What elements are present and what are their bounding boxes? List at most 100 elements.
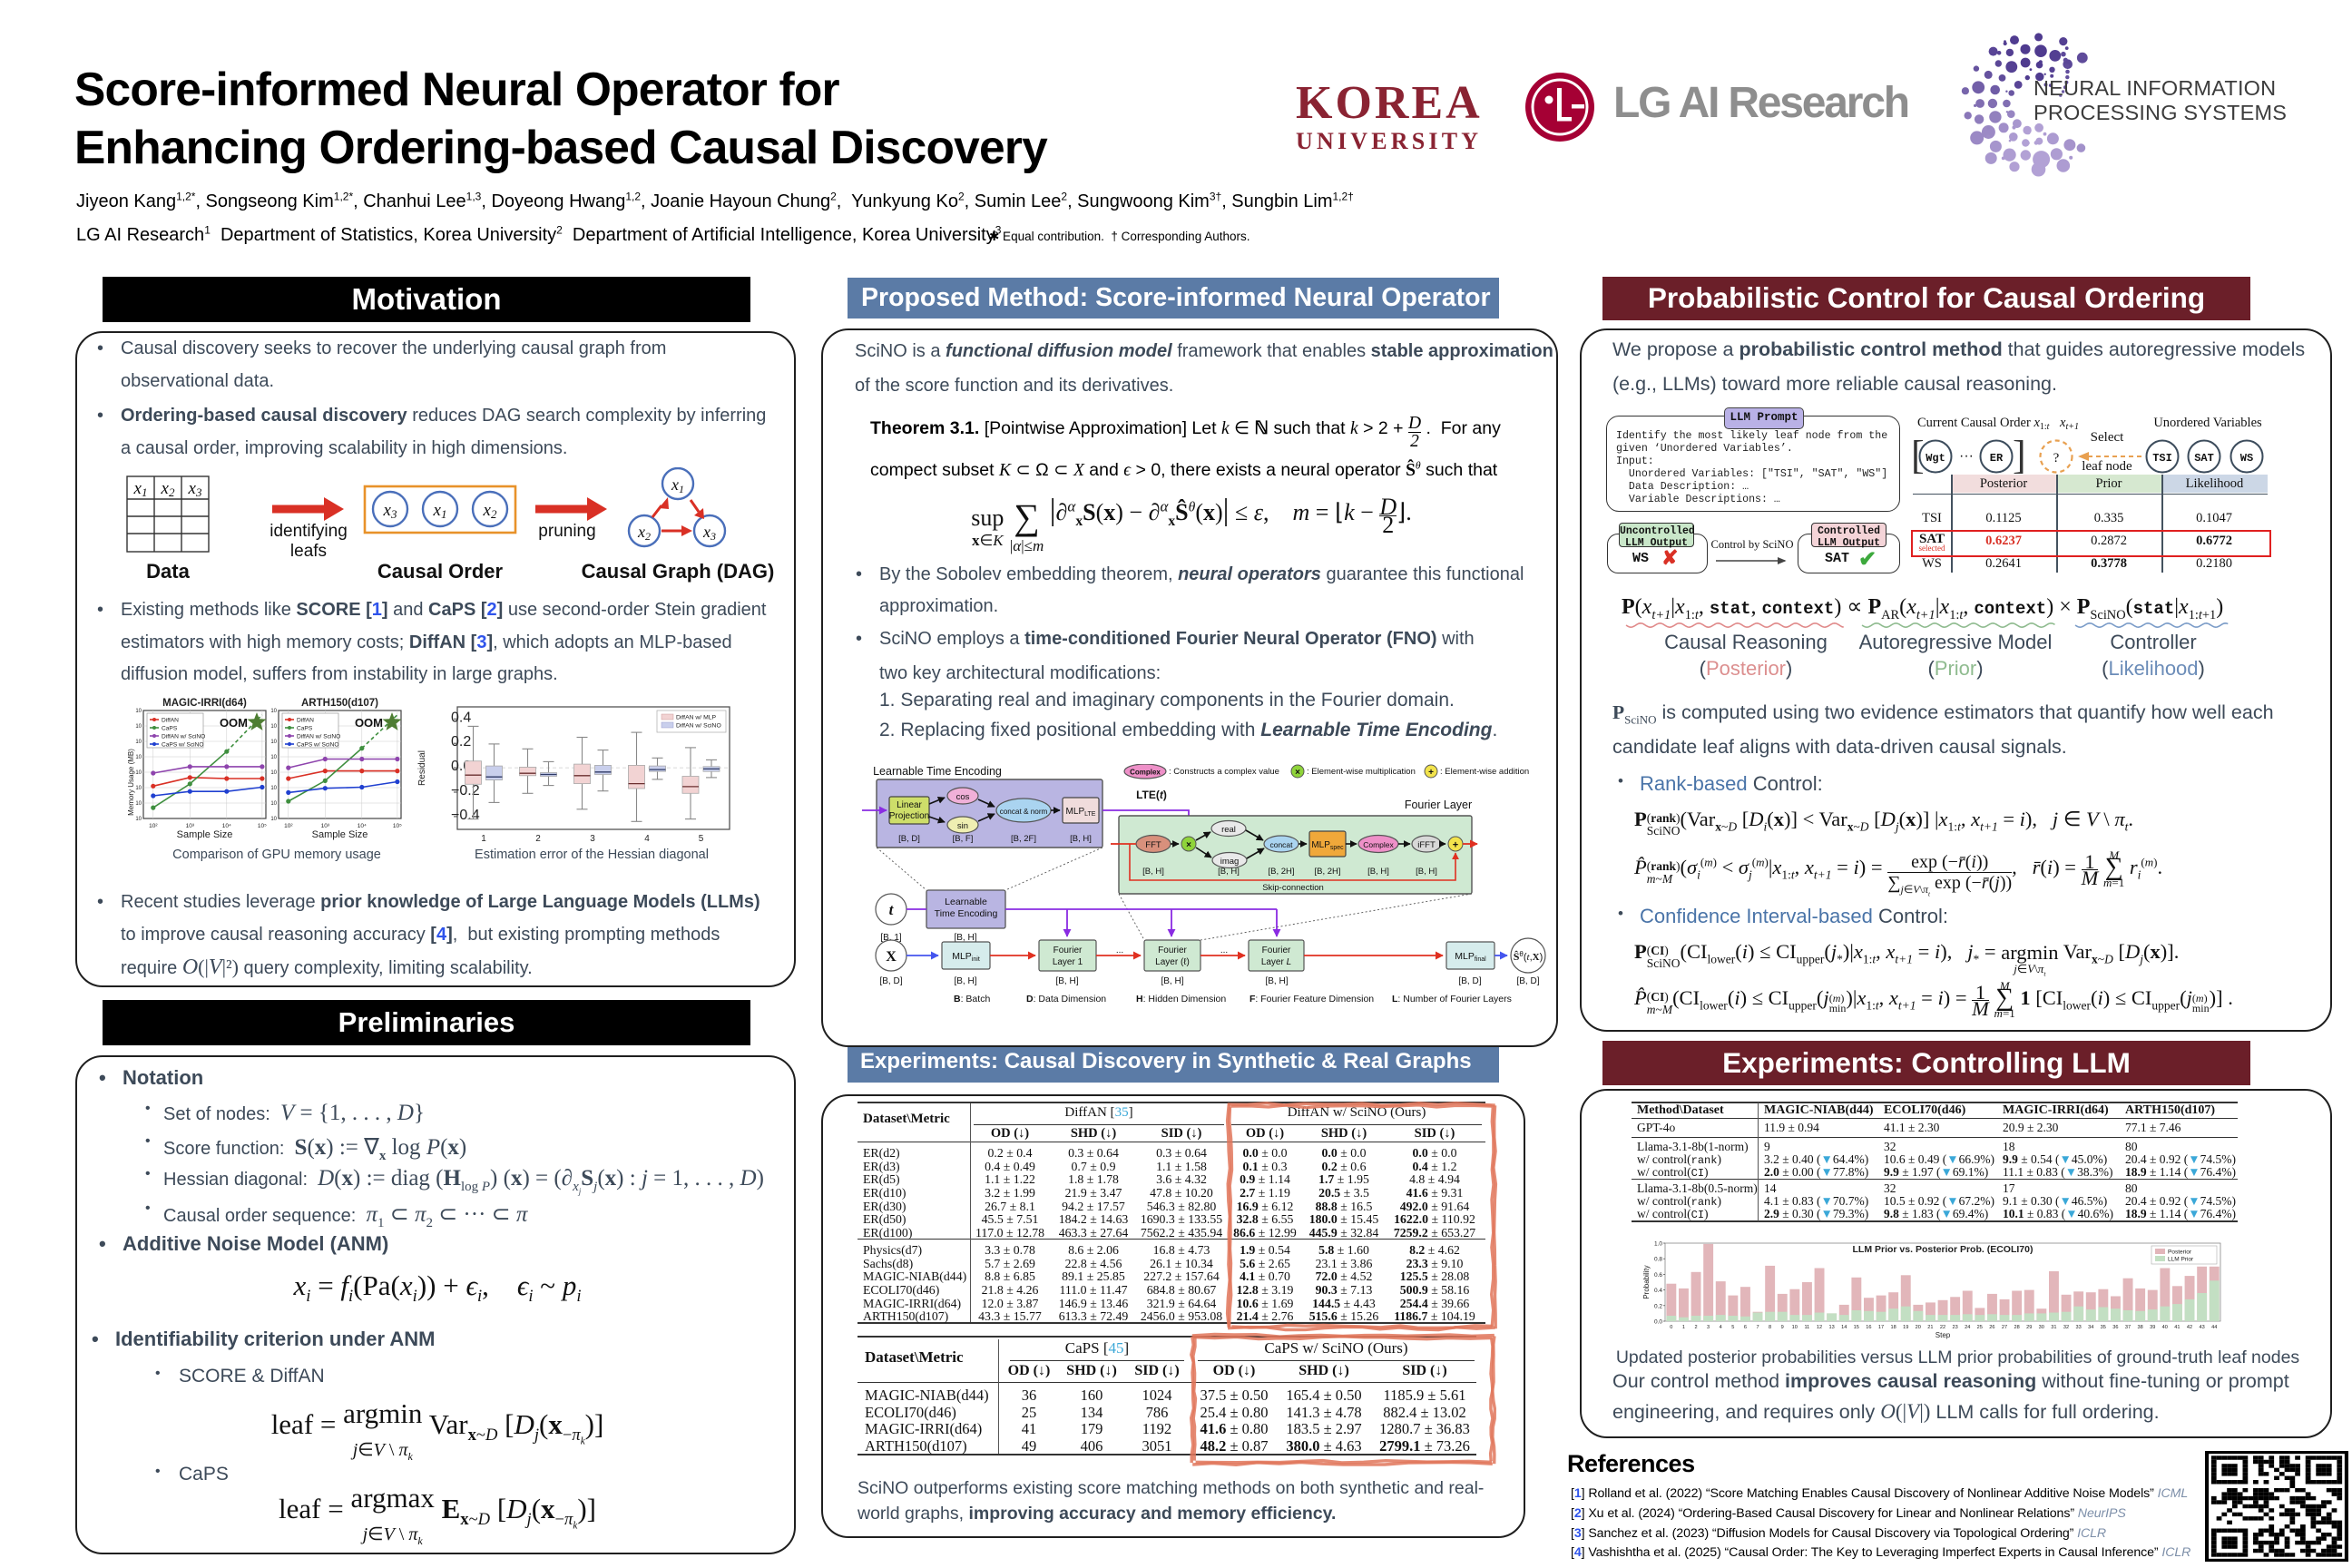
svg-text:DiffAN w/ SciNO: DiffAN w/ SciNO: [162, 734, 205, 740]
svg-text:Residual: Residual: [417, 750, 427, 786]
svg-text:0.0: 0.0: [1654, 1319, 1662, 1326]
svg-text:×: ×: [1186, 840, 1191, 850]
svg-text:10⁵: 10⁵: [393, 823, 402, 829]
svg-text:10³: 10³: [321, 823, 330, 829]
svg-text:[B, H]: [B, H]: [1367, 867, 1389, 877]
svg-text:10²: 10²: [284, 823, 293, 829]
svg-text:18: 18: [1890, 1325, 1896, 1330]
svg-text:0: 0: [1670, 1325, 1672, 1330]
svg-text:+: +: [1453, 840, 1458, 851]
svg-text:Fourier: Fourier: [1158, 946, 1187, 956]
svg-text:13: 13: [1828, 1325, 1834, 1330]
svg-text:27: 27: [2002, 1325, 2007, 1330]
svg-text:x2: x2: [161, 479, 175, 499]
svg-text:MAGIC-IRRI(d64): MAGIC-IRRI(d64): [162, 698, 247, 709]
svg-text:14: 14: [1841, 1325, 1847, 1330]
svg-text:43: 43: [2199, 1325, 2204, 1330]
svg-text:H: Hidden Dimension: H: Hidden Dimension: [1136, 994, 1226, 1004]
svg-text:[B, H]: [B, H]: [954, 976, 976, 986]
svg-text:Sample Size: Sample Size: [177, 829, 233, 840]
svg-text:10: 10: [135, 709, 142, 714]
svg-text:imag: imag: [1220, 857, 1240, 867]
svg-text:...: ...: [1116, 946, 1123, 956]
svg-text:10: 10: [270, 817, 277, 822]
svg-text:10: 10: [270, 709, 277, 714]
svg-text:Probability: Probability: [1642, 1265, 1651, 1298]
svg-text:0.4: 0.4: [1654, 1288, 1662, 1294]
svg-text:25: 25: [1977, 1325, 1983, 1330]
svg-text:31: 31: [2051, 1325, 2056, 1330]
svg-text:×: ×: [1295, 768, 1300, 778]
svg-text:?: ?: [2053, 451, 2060, 466]
svg-text:sin: sin: [957, 821, 968, 831]
svg-text:concat: concat: [1269, 840, 1293, 849]
svg-text:4: 4: [1720, 1325, 1722, 1330]
svg-text:t: t: [889, 901, 895, 918]
svg-text:34: 34: [2088, 1325, 2093, 1330]
svg-text:Step: Step: [1936, 1331, 1951, 1339]
svg-text:[B, D]: [B, D]: [1516, 976, 1539, 986]
svg-text:[B, H]: [B, H]: [1416, 867, 1437, 877]
svg-text:23: 23: [1952, 1325, 1957, 1330]
svg-text:10: 10: [270, 755, 277, 760]
svg-text:10⁵: 10⁵: [258, 823, 267, 829]
svg-text:LLM Prior: LLM Prior: [2168, 1257, 2194, 1263]
svg-text:8: 8: [1769, 1325, 1771, 1330]
svg-text:CaPS w/ SciNO: CaPS w/ SciNO: [297, 742, 339, 749]
svg-text:Causal Graph (DAG): Causal Graph (DAG): [582, 560, 775, 583]
svg-text:DiffAN w/ SciNO: DiffAN w/ SciNO: [676, 723, 721, 730]
svg-text:[B, D]: [B, D]: [1458, 976, 1481, 986]
svg-text:DiffAN: DiffAN: [162, 718, 179, 724]
svg-text:9: 9: [1781, 1325, 1784, 1330]
svg-text:19: 19: [1903, 1325, 1908, 1330]
svg-text:Learnable: Learnable: [945, 897, 987, 907]
svg-text:D: Data Dimension: D: Data Dimension: [1026, 994, 1106, 1004]
svg-text:30: 30: [2039, 1325, 2044, 1330]
svg-text:[B, H]: [B, H]: [1142, 867, 1164, 877]
svg-text:Causal Order: Causal Order: [377, 560, 504, 583]
svg-text:: Element-wise addition: : Element-wise addition: [1440, 767, 1529, 777]
svg-text:[B, H]: [B, H]: [1265, 976, 1288, 986]
svg-text:10³: 10³: [186, 823, 195, 829]
svg-text:10: 10: [135, 740, 142, 745]
svg-text:10: 10: [135, 770, 142, 776]
svg-text:Sample Size: Sample Size: [312, 829, 368, 840]
svg-text:Skip-connection: Skip-connection: [1262, 883, 1324, 893]
svg-text:39: 39: [2150, 1325, 2155, 1330]
svg-text:2: 2: [535, 834, 541, 844]
svg-text:Wgt: Wgt: [1926, 452, 1945, 465]
svg-text:x3: x3: [188, 479, 202, 499]
svg-text:B: Batch: B: Batch: [954, 994, 990, 1004]
svg-text:Data: Data: [146, 560, 190, 583]
svg-text:DiffAN: DiffAN: [297, 718, 314, 724]
svg-text:OOM: OOM: [355, 716, 383, 730]
svg-text:0.6: 0.6: [1654, 1272, 1662, 1279]
svg-text:LTE(t): LTE(t): [1136, 789, 1167, 801]
svg-text:[B, 1]: [B, 1]: [880, 933, 902, 943]
svg-text:[B, F]: [B, F]: [953, 834, 974, 844]
svg-text:36: 36: [2112, 1325, 2118, 1330]
svg-text:Fourier Layer: Fourier Layer: [1405, 799, 1472, 811]
svg-text:[B, D]: [B, D]: [898, 834, 920, 844]
svg-text:CaPS: CaPS: [162, 726, 178, 732]
svg-text:10: 10: [270, 786, 277, 791]
svg-text:4: 4: [644, 834, 650, 844]
svg-text:10⁴: 10⁴: [358, 823, 367, 829]
svg-text:pruning: pruning: [538, 522, 595, 541]
svg-text:3: 3: [1707, 1325, 1710, 1330]
svg-text:leafs: leafs: [290, 542, 327, 561]
svg-text:10: 10: [135, 817, 142, 822]
svg-text:Learnable Time Encoding: Learnable Time Encoding: [873, 765, 1002, 778]
svg-text:xt+1: xt+1: [2059, 416, 2079, 432]
svg-text:−0.4: −0.4: [451, 808, 480, 823]
svg-text:X: X: [886, 949, 897, 965]
svg-text:[B, H]: [B, H]: [1070, 834, 1092, 844]
svg-text:44: 44: [2211, 1325, 2217, 1330]
svg-text:10: 10: [135, 801, 142, 807]
svg-text:[B, H]: [B, H]: [1161, 976, 1183, 986]
svg-text:16: 16: [1866, 1325, 1871, 1330]
svg-text:x1: x1: [133, 479, 148, 499]
svg-text:leaf node: leaf node: [2082, 459, 2132, 474]
svg-text:29: 29: [2026, 1325, 2032, 1330]
svg-text:[B, D]: [B, D]: [879, 976, 902, 986]
